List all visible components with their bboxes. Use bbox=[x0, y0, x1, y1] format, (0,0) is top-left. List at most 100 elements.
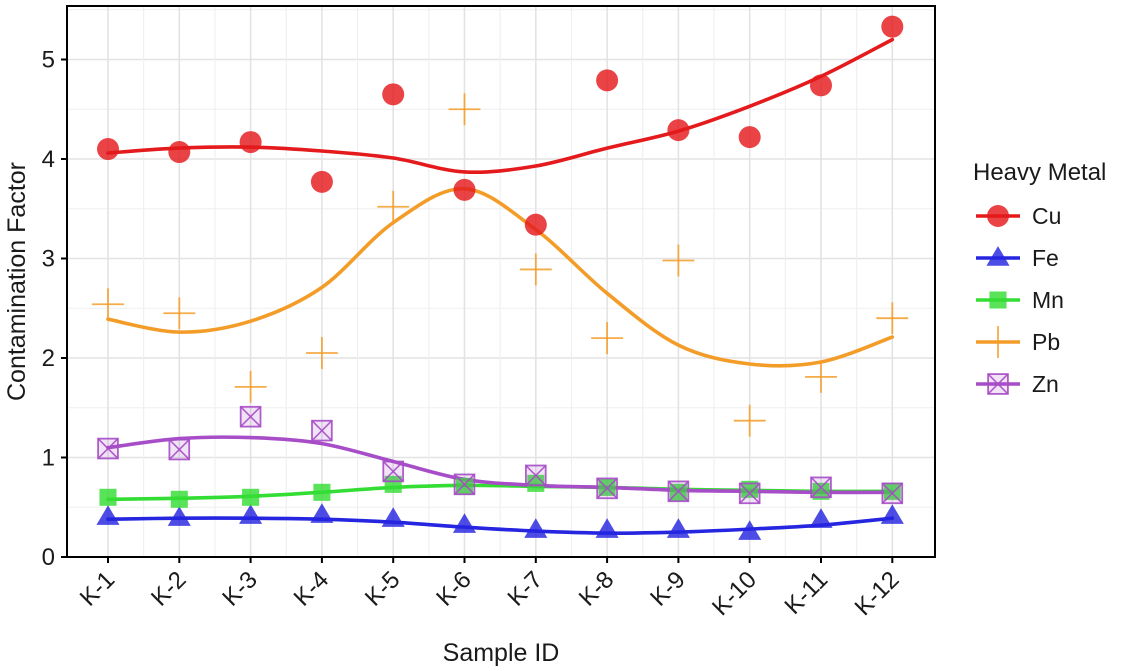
point-zn bbox=[453, 473, 476, 496]
point-mn bbox=[99, 488, 117, 506]
point-cu bbox=[239, 131, 262, 154]
legend-label-pb: Pb bbox=[1032, 329, 1060, 355]
legend-marker-cu bbox=[987, 205, 1009, 227]
point-fe-shape bbox=[666, 518, 690, 538]
point-pb bbox=[92, 288, 124, 321]
point-pb bbox=[805, 360, 837, 393]
point-cu-shape bbox=[667, 119, 690, 142]
point-zn-d2 bbox=[97, 438, 119, 460]
legend-label-zn: Zn bbox=[1032, 371, 1059, 397]
point-zn-d2 bbox=[525, 464, 547, 486]
point-zn bbox=[810, 476, 832, 499]
point-cu bbox=[667, 119, 690, 142]
point-cu bbox=[382, 83, 405, 106]
point-fe-shape bbox=[595, 518, 619, 538]
point-cu bbox=[453, 178, 476, 201]
point-zn-d2 bbox=[240, 406, 262, 428]
point-cu-shape bbox=[382, 83, 405, 106]
legend-marker-zn-d2 bbox=[987, 373, 1009, 395]
legend-item-fe: Fe bbox=[976, 245, 1059, 271]
point-zn bbox=[239, 405, 262, 428]
legend-title: Heavy Metal bbox=[973, 159, 1106, 186]
point-fe-shape bbox=[452, 513, 477, 533]
point-cu-shape bbox=[810, 74, 832, 97]
legend-marker-pb bbox=[982, 326, 1014, 358]
point-fe-shape bbox=[809, 508, 833, 528]
point-fe bbox=[880, 504, 904, 524]
point-fe bbox=[310, 503, 334, 523]
point-cu bbox=[168, 141, 191, 164]
point-zn-d2 bbox=[667, 480, 689, 502]
plot-frame bbox=[66, 5, 936, 558]
grid-lines bbox=[67, 6, 935, 558]
y-tick-label: 5 bbox=[42, 47, 55, 74]
y-tick-label: 0 bbox=[42, 544, 55, 571]
point-mn bbox=[741, 480, 759, 498]
point-cu bbox=[596, 69, 619, 92]
legend-label-cu: Cu bbox=[1032, 203, 1061, 229]
point-mn-shape bbox=[242, 488, 260, 506]
point-fe-shape bbox=[310, 503, 334, 523]
point-pb bbox=[733, 404, 766, 437]
legend-label-mn: Mn bbox=[1032, 287, 1064, 313]
point-mn-shape bbox=[455, 477, 474, 495]
point-zn-d2 bbox=[311, 420, 333, 442]
legend-item-zn: Zn bbox=[976, 371, 1059, 397]
point-cu-shape bbox=[596, 69, 619, 92]
point-pb bbox=[163, 297, 196, 330]
point-fe bbox=[809, 508, 833, 528]
point-cu-shape bbox=[168, 141, 191, 164]
point-zn bbox=[525, 464, 547, 487]
point-fe-shape bbox=[239, 504, 263, 524]
point-fe bbox=[738, 520, 762, 540]
point-zn bbox=[382, 460, 404, 483]
legend-marker-cu-shape bbox=[987, 205, 1009, 227]
point-mn-shape bbox=[741, 480, 759, 498]
point-cu bbox=[738, 126, 761, 149]
point-zn-d2 bbox=[881, 482, 903, 504]
legend-label-fe: Fe bbox=[1032, 245, 1059, 271]
y-tick-label: 3 bbox=[42, 246, 55, 273]
point-fe-shape bbox=[381, 507, 405, 527]
point-pb bbox=[448, 93, 481, 126]
point-cu-shape bbox=[881, 15, 904, 38]
point-mn bbox=[313, 483, 331, 501]
point-zn bbox=[97, 437, 119, 460]
point-zn bbox=[667, 480, 690, 503]
legend: Heavy Metal Cu Fe Mn Pb Zn bbox=[973, 159, 1106, 397]
point-pb bbox=[876, 302, 909, 335]
point-pb bbox=[305, 337, 338, 369]
point-fe-shape bbox=[880, 504, 904, 524]
point-mn-shape bbox=[313, 483, 331, 501]
point-fe bbox=[524, 518, 548, 538]
legend-item-mn: Mn bbox=[976, 287, 1064, 313]
legend-marker-zn bbox=[987, 373, 1009, 395]
point-fe bbox=[167, 506, 191, 526]
point-cu bbox=[524, 213, 547, 236]
point-fe bbox=[381, 507, 405, 527]
y-tick-label: 4 bbox=[42, 146, 55, 173]
point-zn bbox=[168, 438, 191, 461]
point-mn-shape bbox=[384, 475, 402, 493]
point-fe bbox=[452, 513, 477, 533]
legend-marker-fe-shape bbox=[986, 246, 1010, 266]
point-mn bbox=[242, 488, 260, 506]
point-cu bbox=[97, 138, 119, 161]
legend-marker-fe bbox=[986, 246, 1010, 266]
legend-item-pb: Pb bbox=[976, 326, 1060, 358]
point-mn bbox=[812, 482, 830, 500]
point-pb bbox=[662, 244, 695, 277]
point-fe bbox=[239, 504, 263, 524]
point-fe bbox=[96, 505, 120, 525]
x-axis-title: Sample ID bbox=[443, 639, 560, 667]
point-fe bbox=[595, 518, 619, 538]
series-line-pb bbox=[106, 186, 895, 368]
point-cu bbox=[881, 15, 904, 38]
y-axis: 0 1 2 3 4 5 bbox=[42, 47, 67, 571]
point-fe-shape bbox=[524, 518, 548, 538]
point-zn bbox=[311, 419, 333, 442]
point-mn bbox=[384, 475, 402, 493]
point-cu-shape bbox=[738, 126, 761, 149]
